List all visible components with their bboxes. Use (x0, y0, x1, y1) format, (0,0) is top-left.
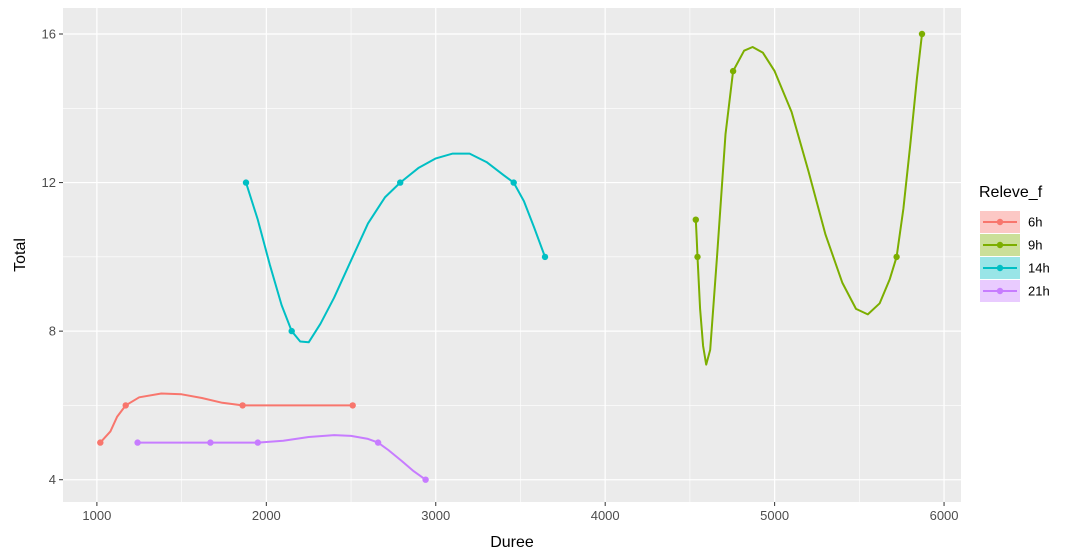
legend-key-point (996, 218, 1004, 226)
legend-item-14h: 14h (980, 257, 1050, 279)
data-point-14h (288, 327, 295, 335)
series-line-6h (99, 392, 354, 444)
x-tick-label: 2000 (252, 508, 281, 523)
y-tick-label: 4 (49, 472, 56, 487)
legend-key-point (996, 264, 1004, 272)
legend-key-point (996, 241, 1004, 249)
series-lines (99, 33, 923, 481)
data-point-14h (510, 179, 517, 186)
x-tick-label: 4000 (591, 508, 620, 523)
y-axis-title: Total (12, 238, 29, 272)
x-tick-label: 3000 (421, 508, 450, 523)
x-tick-label: 5000 (760, 508, 789, 523)
data-point-21h (207, 439, 214, 446)
series-line-21h (136, 434, 427, 481)
data-point-6h (239, 402, 246, 409)
series-line-14h (245, 152, 546, 344)
data-point-21h (254, 439, 261, 446)
series-line-9h (694, 33, 923, 366)
legend-label: 14h (1028, 261, 1050, 276)
grid-minor (63, 8, 961, 502)
y-tick-labels: 4 8 12 16 (42, 27, 56, 488)
legend-item-6h: 6h (980, 211, 1042, 233)
data-point-21h (134, 439, 141, 446)
data-point-6h (97, 439, 104, 446)
data-point-9h (694, 253, 701, 261)
y-tick-label: 16 (42, 27, 56, 42)
x-axis-title: Duree (490, 534, 534, 551)
data-point-9h (918, 30, 926, 38)
legend: Releve_f 6h 9h 14h 21h (979, 184, 1050, 302)
legend-item-21h: 21h (980, 280, 1050, 302)
legend-item-9h: 9h (980, 234, 1042, 256)
data-point-14h (397, 179, 404, 186)
data-point-14h (541, 253, 549, 261)
data-point-6h (349, 402, 356, 409)
y-tick-label: 12 (42, 175, 56, 190)
data-point-14h (242, 179, 250, 186)
legend-label: 21h (1028, 284, 1050, 299)
x-tick-labels: 1000 2000 3000 4000 5000 6000 (82, 508, 958, 523)
series-points (97, 30, 926, 483)
legend-items: 6h 9h 14h 21h (980, 211, 1050, 302)
legend-title: Releve_f (979, 184, 1043, 201)
x-tick-label: 6000 (930, 508, 959, 523)
legend-label: 9h (1028, 238, 1042, 253)
data-point-9h (692, 216, 699, 223)
data-point-6h (122, 402, 129, 409)
legend-label: 6h (1028, 215, 1042, 230)
legend-key-point (996, 287, 1004, 295)
data-point-9h (893, 253, 900, 261)
y-tick-label: 8 (49, 324, 56, 339)
data-point-9h (729, 67, 737, 75)
plot-panel (63, 8, 961, 502)
data-point-21h (374, 439, 382, 446)
x-tick-label: 1000 (82, 508, 111, 523)
axis-ticks (59, 33, 945, 506)
data-point-21h (422, 476, 429, 483)
